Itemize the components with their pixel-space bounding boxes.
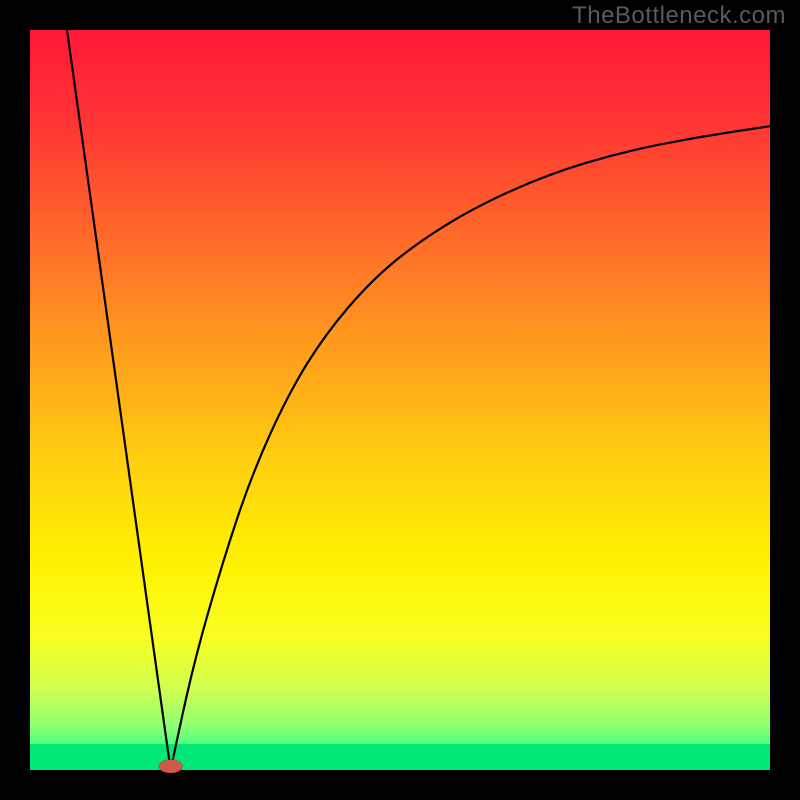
watermark-text: TheBottleneck.com <box>572 2 786 30</box>
plot-background <box>30 30 770 770</box>
optimal-marker <box>159 760 183 773</box>
green-band <box>30 744 770 770</box>
bottleneck-chart: TheBottleneck.com <box>0 0 800 800</box>
chart-svg <box>0 0 800 800</box>
